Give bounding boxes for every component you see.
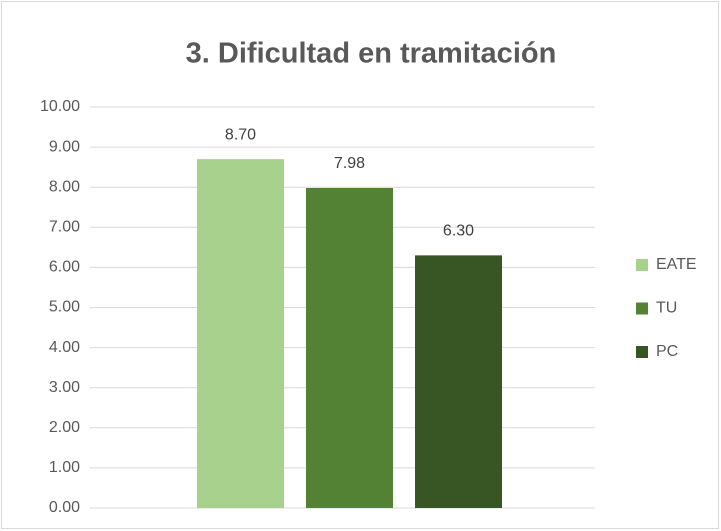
y-tick-label: 5.00 bbox=[49, 299, 80, 316]
y-tick-label: 6.00 bbox=[49, 259, 80, 276]
value-label: 8.70 bbox=[225, 126, 256, 143]
chart-title: 3. Dificultad en tramitación bbox=[186, 38, 557, 70]
y-tick-label: 0.00 bbox=[49, 499, 80, 516]
y-tick-label: 4.00 bbox=[49, 339, 80, 356]
legend-swatch bbox=[636, 346, 648, 358]
y-tick-label: 1.00 bbox=[49, 459, 80, 476]
y-tick-label: 9.00 bbox=[49, 138, 80, 155]
y-tick-label: 2.00 bbox=[49, 419, 80, 436]
value-label: 7.98 bbox=[334, 155, 365, 172]
legend-swatch bbox=[636, 302, 648, 315]
legend-label: PC bbox=[656, 343, 678, 360]
y-tick-label: 10.00 bbox=[40, 98, 80, 115]
bar bbox=[306, 188, 393, 508]
value-label: 6.30 bbox=[443, 223, 474, 240]
legend-label: EATE bbox=[656, 256, 697, 273]
legend-swatch bbox=[636, 259, 648, 271]
bar bbox=[415, 255, 502, 508]
y-tick-label: 3.00 bbox=[49, 379, 80, 396]
y-tick-label: 8.00 bbox=[49, 178, 80, 195]
bar bbox=[197, 159, 284, 508]
y-tick-label: 7.00 bbox=[49, 219, 80, 236]
legend-label: TU bbox=[656, 300, 677, 317]
